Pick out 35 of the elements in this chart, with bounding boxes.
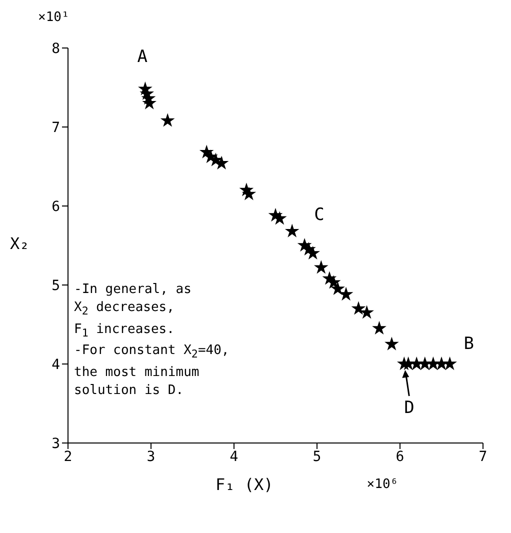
y-tick-label: 8 — [52, 40, 60, 57]
annotation: B — [464, 334, 474, 354]
x-tick-label: 6 — [396, 448, 404, 465]
point — [442, 356, 457, 370]
point — [242, 186, 256, 200]
point — [330, 281, 345, 296]
x-tick-label: 2 — [64, 448, 72, 465]
point — [272, 211, 287, 225]
y-tick-label: 5 — [52, 278, 60, 294]
point — [306, 246, 320, 260]
x-tick-label: 5 — [312, 448, 322, 465]
text: ×10⁶ — [366, 477, 398, 492]
annotation: C — [314, 205, 324, 226]
y-tick-label: 6 — [52, 198, 60, 215]
point — [384, 336, 399, 350]
y-tick-label: 4 — [52, 356, 60, 373]
x-tick-label: 7 — [478, 448, 488, 465]
point — [372, 320, 386, 335]
x-axis-title: F₁ (X) — [216, 475, 274, 494]
point — [284, 224, 300, 238]
x-tick-label: 3 — [146, 448, 156, 465]
point — [401, 356, 416, 370]
annotation: D — [404, 398, 414, 418]
text: ×10¹ — [38, 10, 70, 25]
annotation: A — [137, 47, 148, 68]
y-tick-label: 3 — [52, 436, 60, 452]
point — [160, 113, 175, 127]
point — [351, 301, 366, 315]
point — [426, 356, 440, 370]
text: -In general, as X$_{2}$ decreases, F$_{1}$ increases. -For constant X$_{2}$=40, the most minimum solution is D. — [74, 282, 230, 398]
y-axis-title: X₂ — [10, 234, 30, 252]
point — [360, 305, 374, 319]
y-tick-label: 7 — [52, 120, 60, 136]
point — [314, 260, 328, 274]
x-tick-label: 4 — [230, 448, 238, 465]
